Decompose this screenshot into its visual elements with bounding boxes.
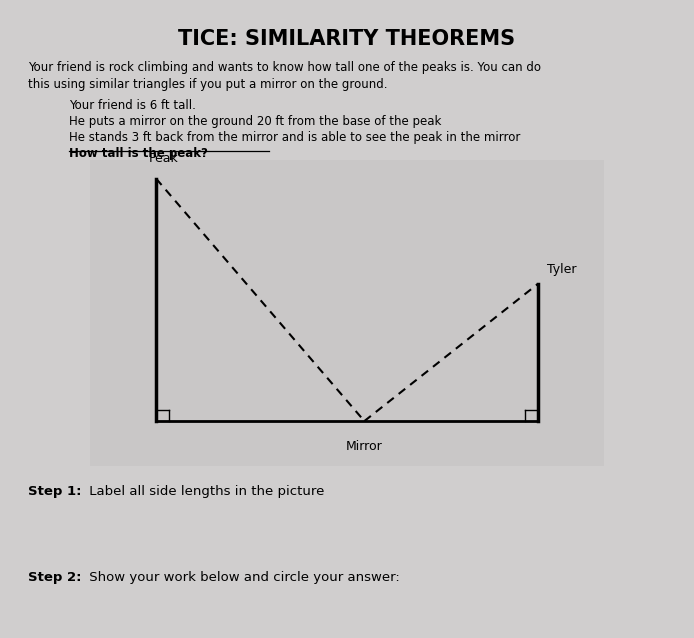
Text: Step 2:: Step 2: (28, 571, 81, 584)
Text: Show your work below and circle your answer:: Show your work below and circle your ans… (85, 571, 400, 584)
Bar (90, 160, 604, 466)
Text: Tyler: Tyler (547, 263, 577, 276)
Text: Step 1:: Step 1: (28, 485, 81, 498)
Text: Label all side lengths in the picture: Label all side lengths in the picture (85, 485, 325, 498)
Text: Mirror: Mirror (346, 440, 382, 453)
Text: Your friend is 6 ft tall.: Your friend is 6 ft tall. (69, 99, 196, 112)
Text: TICE: SIMILARITY THEOREMS: TICE: SIMILARITY THEOREMS (178, 29, 516, 48)
Text: He puts a mirror on the ground 20 ft from the base of the peak: He puts a mirror on the ground 20 ft fro… (69, 115, 442, 128)
Text: How tall is the peak?: How tall is the peak? (69, 147, 208, 160)
Text: He stands 3 ft back from the mirror and is able to see the peak in the mirror: He stands 3 ft back from the mirror and … (69, 131, 520, 144)
Text: Your friend is rock climbing and wants to know how tall one of the peaks is. You: Your friend is rock climbing and wants t… (28, 61, 541, 73)
Text: Peak: Peak (149, 152, 179, 165)
Text: this using similar triangles if you put a mirror on the ground.: this using similar triangles if you put … (28, 78, 387, 91)
